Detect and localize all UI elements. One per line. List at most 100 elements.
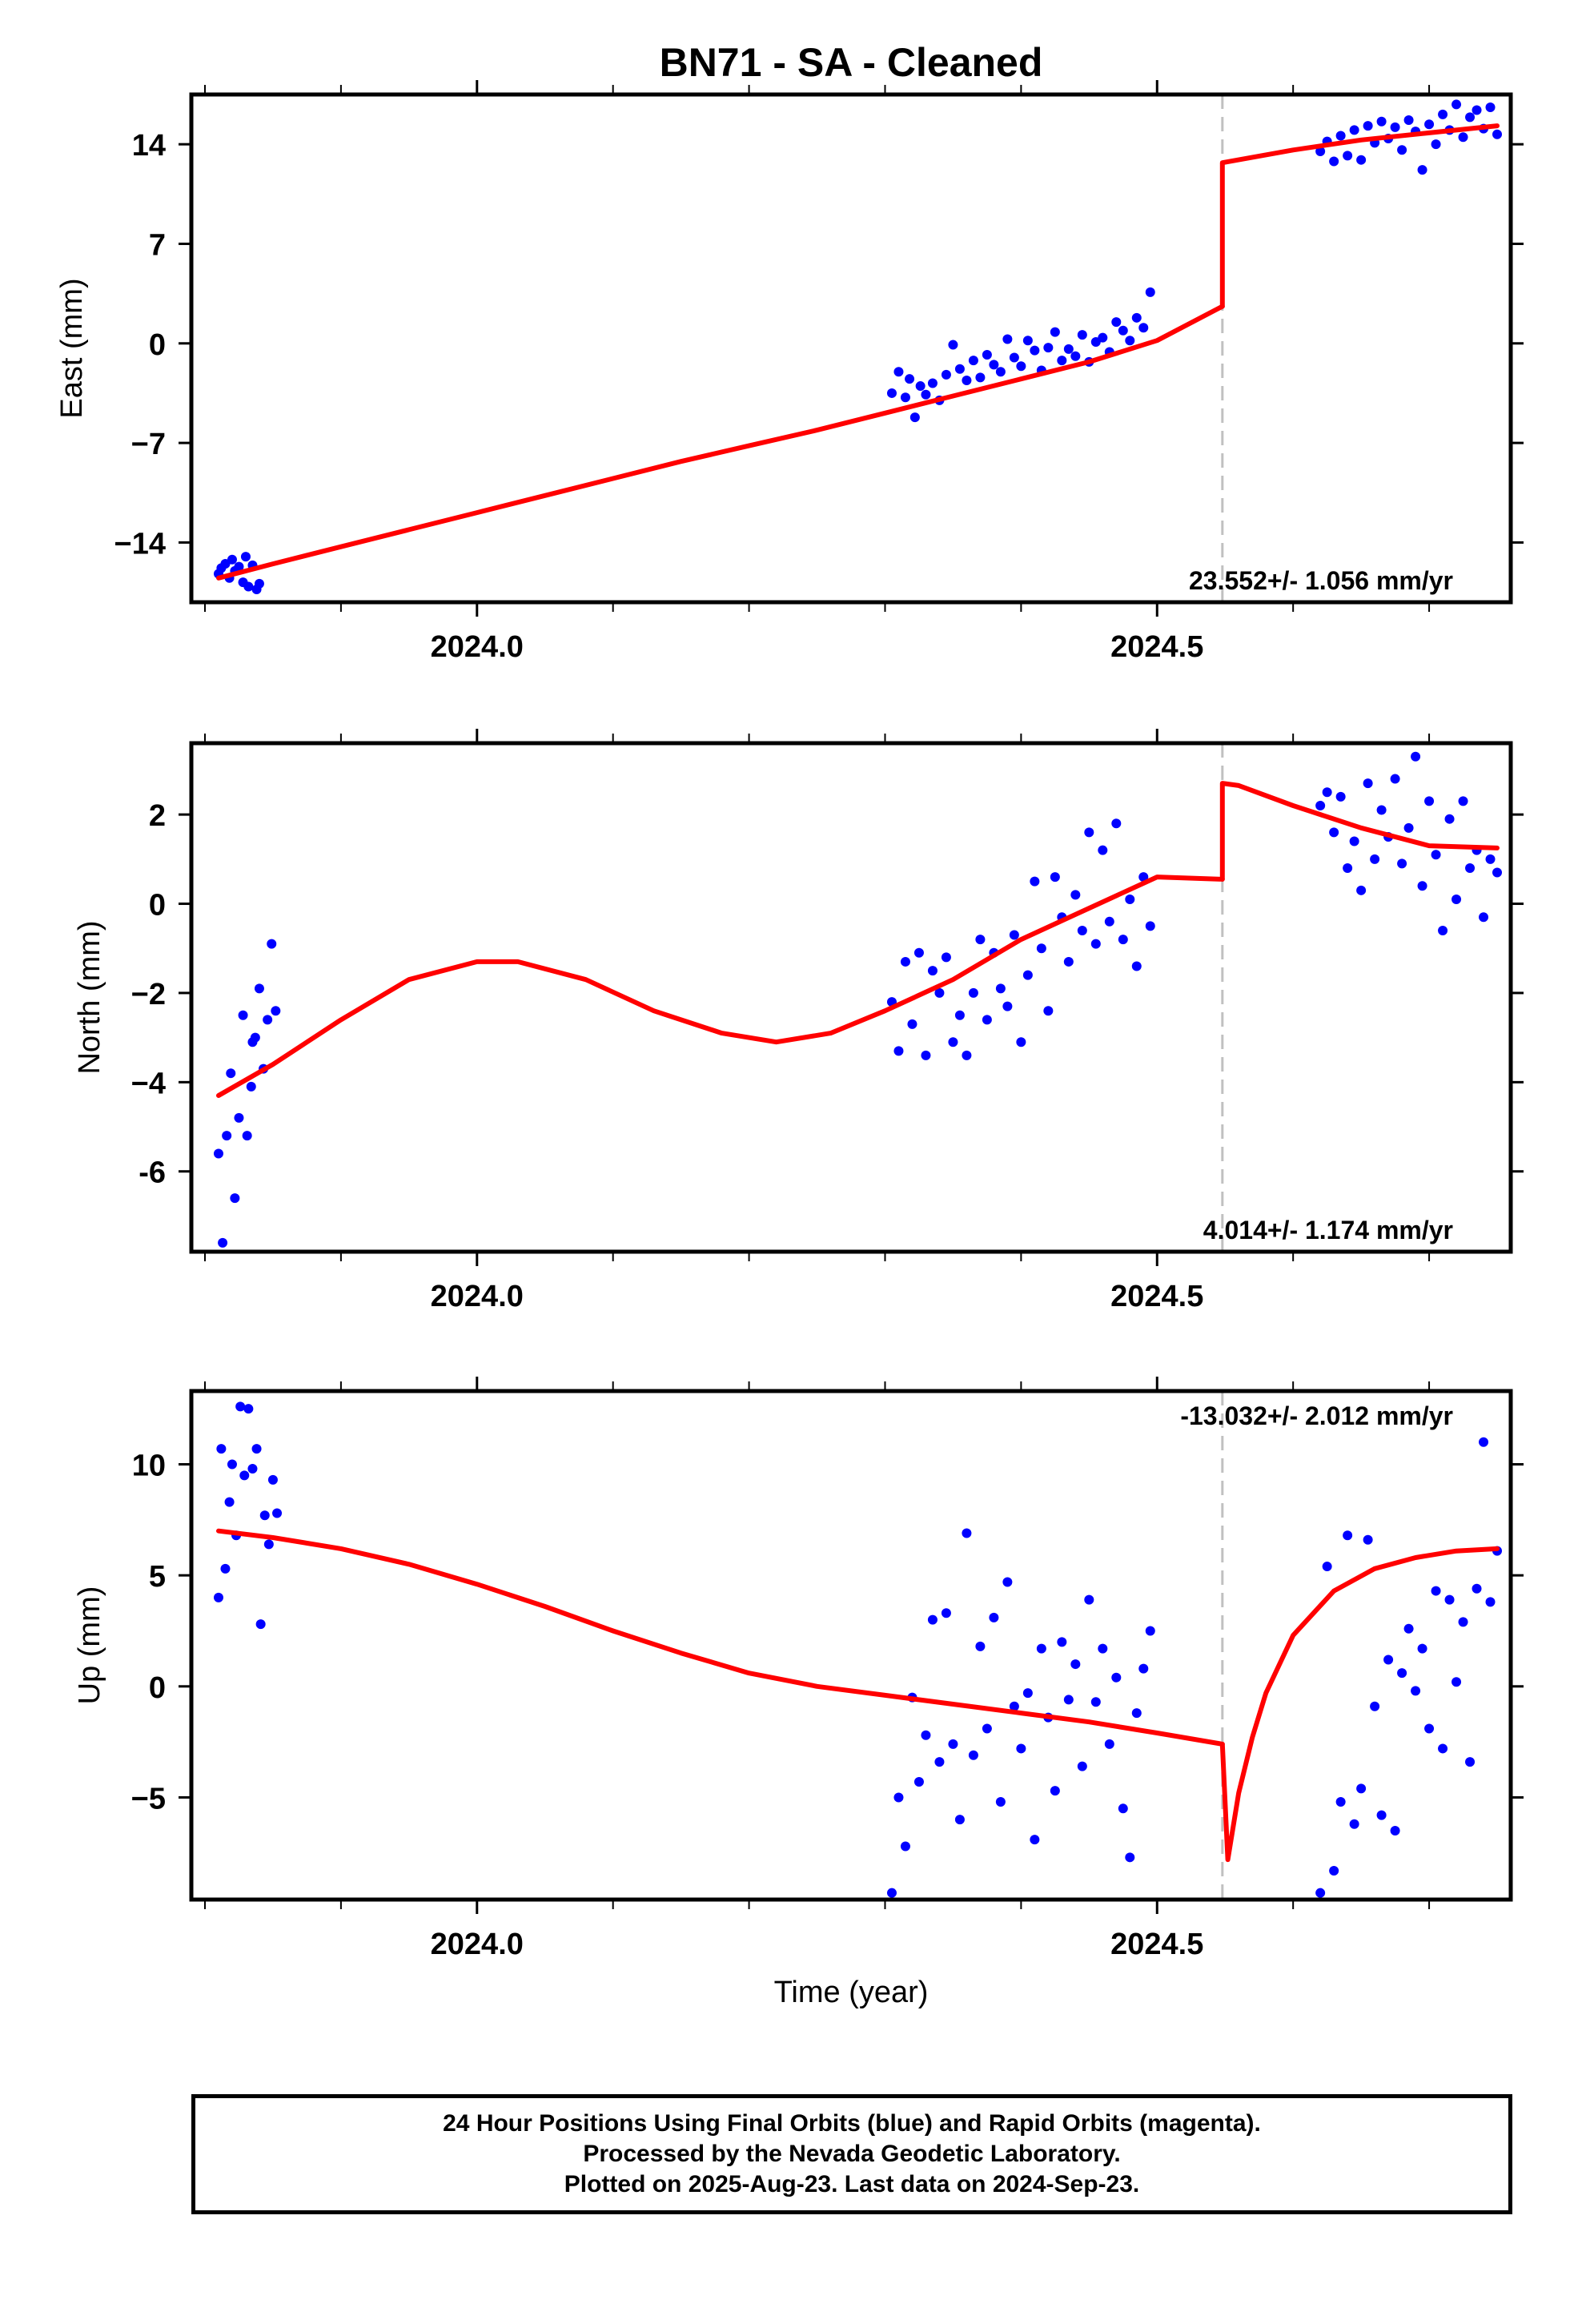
data-point: [1036, 1643, 1046, 1654]
data-point: [954, 1815, 965, 1825]
data-point: [1084, 1594, 1094, 1605]
data-point: [1131, 312, 1142, 323]
data-point: [975, 1641, 986, 1651]
data-point: [1098, 845, 1108, 855]
y-tick-label: 0: [149, 328, 166, 362]
data-point: [900, 956, 910, 967]
data-point: [1063, 1695, 1074, 1705]
plot-frame: [189, 741, 1513, 1254]
data-point: [968, 1750, 978, 1760]
data-layer: [213, 99, 1503, 595]
model-fit-line: [1219, 123, 1500, 309]
data-point: [1022, 336, 1033, 346]
data-point: [1009, 930, 1019, 940]
data-point: [900, 392, 910, 403]
y-tick-label: 2: [149, 799, 166, 833]
data-point: [222, 1131, 232, 1141]
data-point: [235, 1401, 246, 1412]
data-point: [1452, 894, 1462, 904]
data-point: [1315, 1888, 1326, 1898]
data-point: [1452, 99, 1462, 110]
model-fit-line: [216, 1528, 1225, 1747]
data-point: [1145, 1626, 1155, 1636]
y-axis-label: East (mm): [55, 278, 89, 418]
data-point: [1118, 935, 1128, 945]
data-point: [927, 378, 938, 388]
data-point: [893, 1792, 904, 1803]
data-point: [921, 389, 931, 400]
data-point: [934, 1757, 945, 1767]
data-point: [1343, 862, 1353, 873]
data-point: [226, 1068, 236, 1079]
x-axis-label: Time (year): [774, 1976, 929, 2009]
data-point: [1343, 1530, 1353, 1541]
y-tick-label: 7: [149, 228, 166, 262]
y-axis-label: Up (mm): [73, 1586, 106, 1705]
data-point: [1315, 147, 1326, 157]
up-panel: 2024.0 2024.5 10 5 0 −5 Up (mm) -13.032+/- 2.01…: [73, 1377, 1524, 1961]
data-point: [948, 340, 958, 350]
data-point: [1016, 361, 1026, 372]
data-point: [1084, 827, 1094, 838]
data-point: [1417, 881, 1427, 891]
data-point: [218, 1237, 228, 1248]
data-point: [1063, 344, 1074, 354]
data-point: [230, 1193, 240, 1204]
data-point: [900, 1841, 910, 1852]
data-point: [1356, 155, 1367, 165]
east-panel: 2024.0 2024.5 14 7 0 −7 −14 East (mm) 23.552+/- …: [55, 80, 1524, 664]
data-point: [1397, 858, 1407, 869]
data-point: [913, 1777, 924, 1787]
data-point: [1002, 1001, 1013, 1011]
data-point: [941, 369, 951, 380]
data-point: [982, 349, 992, 360]
data-point: [1356, 1783, 1367, 1794]
data-point: [962, 1050, 972, 1060]
data-point: [995, 367, 1006, 377]
data-point: [893, 367, 904, 377]
data-point: [1458, 1617, 1468, 1627]
data-point: [1138, 323, 1149, 333]
caption-line-orbits: 24 Hour Positions Using Final Orbits (bl…: [443, 2110, 1261, 2137]
data-point: [962, 375, 972, 385]
data-point: [1390, 1826, 1400, 1836]
data-point: [1329, 156, 1339, 167]
data-point: [1363, 778, 1373, 789]
data-point: [1452, 1677, 1462, 1687]
data-point: [948, 1037, 958, 1047]
data-point: [1145, 287, 1155, 297]
x-tick-label: 2024.5: [1110, 1928, 1203, 1961]
data-point: [1329, 827, 1339, 838]
data-point: [1479, 1437, 1489, 1447]
data-point: [1444, 814, 1455, 824]
data-point: [216, 1444, 227, 1454]
data-point: [254, 983, 264, 994]
data-point: [1070, 890, 1081, 900]
y-axis-label: North (mm): [73, 920, 106, 1074]
data-point: [1030, 876, 1040, 887]
data-point: [1090, 1697, 1101, 1707]
data-point: [1043, 1006, 1054, 1016]
data-point: [1070, 1659, 1081, 1670]
data-point: [989, 360, 999, 370]
data-point: [213, 1592, 223, 1602]
data-point: [1063, 956, 1074, 967]
data-point: [255, 1619, 266, 1630]
caption-line-dates: Plotted on 2025-Aug-23. Last data on 202…: [564, 2171, 1140, 2197]
data-point: [1036, 943, 1046, 954]
data-point: [1403, 822, 1414, 833]
y-tick-label: 10: [132, 1449, 166, 1483]
data-point: [995, 1796, 1006, 1807]
data-point: [968, 987, 978, 998]
data-point: [1485, 854, 1496, 864]
data-point: [1403, 1623, 1414, 1634]
data-point: [1438, 925, 1448, 935]
data-point: [1009, 352, 1019, 363]
data-point: [995, 983, 1006, 994]
data-point: [234, 1112, 244, 1123]
data-point: [1145, 921, 1155, 931]
y-tick-label: −7: [131, 428, 166, 461]
data-point: [1138, 872, 1149, 883]
plot-frame: [189, 92, 1513, 605]
data-point: [1050, 1786, 1060, 1796]
